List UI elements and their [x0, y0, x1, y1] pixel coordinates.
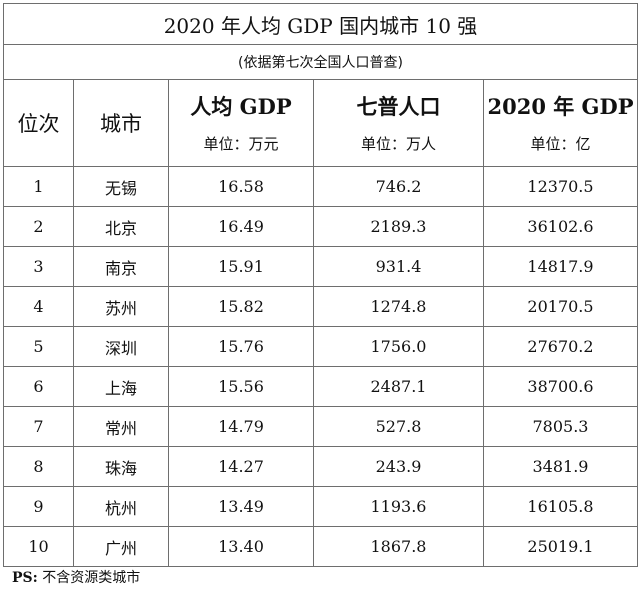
cell-population: 2189.3: [313, 206, 484, 247]
footnote-text: 不含资源类城市: [42, 570, 141, 586]
cell-population: 527.8: [313, 406, 484, 447]
header-gdp-total-unit: 单位：亿: [530, 134, 591, 153]
cell-gdp-total: 16105.8: [483, 486, 638, 527]
cell-rank: 4: [3, 286, 74, 327]
header-population: 七普人口 单位：万人: [313, 79, 484, 167]
cell-gdp-per-capita: 15.76: [168, 326, 314, 367]
cell-population: 931.4: [313, 246, 484, 287]
table-row: 1 无锡 16.58 746.2 12370.5: [3, 166, 638, 207]
cell-city: 北京: [73, 206, 169, 247]
cell-gdp-per-capita: 16.49: [168, 206, 314, 247]
table-row: 4 苏州 15.82 1274.8 20170.5: [3, 286, 638, 327]
cell-rank: 7: [3, 406, 74, 447]
table-title: 2020 年人均 GDP 国内城市 10 强: [3, 3, 638, 45]
cell-gdp-per-capita: 15.91: [168, 246, 314, 287]
cell-city: 杭州: [73, 486, 169, 527]
cell-gdp-per-capita: 14.79: [168, 406, 314, 447]
cell-gdp-total: 12370.5: [483, 166, 638, 207]
cell-gdp-total: 7805.3: [483, 406, 638, 447]
table-row: 8 珠海 14.27 243.9 3481.9: [3, 446, 638, 487]
cell-gdp-total: 3481.9: [483, 446, 638, 487]
cell-rank: 10: [3, 526, 74, 567]
cell-gdp-total: 27670.2: [483, 326, 638, 367]
cell-gdp-per-capita: 14.27: [168, 446, 314, 487]
table-row: 5 深圳 15.76 1756.0 27670.2: [3, 326, 638, 367]
header-city: 城市: [73, 79, 169, 167]
footnote: PS: 不含资源类城市: [12, 567, 140, 587]
cell-rank: 9: [3, 486, 74, 527]
table-row: 2 北京 16.49 2189.3 36102.6: [3, 206, 638, 247]
cell-population: 243.9: [313, 446, 484, 487]
footnote-prefix: PS:: [12, 570, 38, 586]
cell-gdp-total: 14817.9: [483, 246, 638, 287]
cell-city: 上海: [73, 366, 169, 407]
cell-city: 珠海: [73, 446, 169, 487]
header-gdp-per-capita-label: 人均 GDP: [190, 93, 292, 119]
table-row: 7 常州 14.79 527.8 7805.3: [3, 406, 638, 447]
cell-rank: 2: [3, 206, 74, 247]
header-row: 位次 城市 人均 GDP 单位：万元 七普人口 单位：万人 2020 年 GDP…: [3, 79, 638, 167]
cell-city: 常州: [73, 406, 169, 447]
gdp-ranking-table: 2020 年人均 GDP 国内城市 10 强 (依据第七次全国人口普查) 位次 …: [3, 3, 638, 567]
header-gdp-total-label: 2020 年 GDP: [487, 93, 634, 119]
table-row: 6 上海 15.56 2487.1 38700.6: [3, 366, 638, 407]
cell-gdp-total: 25019.1: [483, 526, 638, 567]
cell-population: 1867.8: [313, 526, 484, 567]
cell-population: 2487.1: [313, 366, 484, 407]
cell-rank: 1: [3, 166, 74, 207]
cell-city: 深圳: [73, 326, 169, 367]
cell-gdp-total: 20170.5: [483, 286, 638, 327]
cell-city: 广州: [73, 526, 169, 567]
cell-population: 1756.0: [313, 326, 484, 367]
header-rank: 位次: [3, 79, 74, 167]
header-gdp-total: 2020 年 GDP 单位：亿: [483, 79, 638, 167]
table-row: 9 杭州 13.49 1193.6 16105.8: [3, 486, 638, 527]
table-row: 10 广州 13.40 1867.8 25019.1: [3, 526, 638, 567]
cell-gdp-per-capita: 13.40: [168, 526, 314, 567]
cell-gdp-total: 36102.6: [483, 206, 638, 247]
cell-rank: 5: [3, 326, 74, 367]
cell-city: 无锡: [73, 166, 169, 207]
cell-rank: 3: [3, 246, 74, 287]
header-population-label: 七普人口: [356, 93, 441, 119]
header-population-unit: 单位：万人: [360, 134, 436, 153]
cell-gdp-per-capita: 15.56: [168, 366, 314, 407]
header-gdp-per-capita-unit: 单位：万元: [203, 134, 279, 153]
cell-city: 苏州: [73, 286, 169, 327]
cell-population: 1274.8: [313, 286, 484, 327]
cell-rank: 6: [3, 366, 74, 407]
cell-population: 746.2: [313, 166, 484, 207]
table-row: 3 南京 15.91 931.4 14817.9: [3, 246, 638, 287]
header-gdp-per-capita: 人均 GDP 单位：万元: [168, 79, 314, 167]
cell-rank: 8: [3, 446, 74, 487]
cell-city: 南京: [73, 246, 169, 287]
cell-population: 1193.6: [313, 486, 484, 527]
cell-gdp-per-capita: 13.49: [168, 486, 314, 527]
cell-gdp-per-capita: 16.58: [168, 166, 314, 207]
cell-gdp-per-capita: 15.82: [168, 286, 314, 327]
table-subtitle: (依据第七次全国人口普查): [3, 44, 638, 80]
cell-gdp-total: 38700.6: [483, 366, 638, 407]
